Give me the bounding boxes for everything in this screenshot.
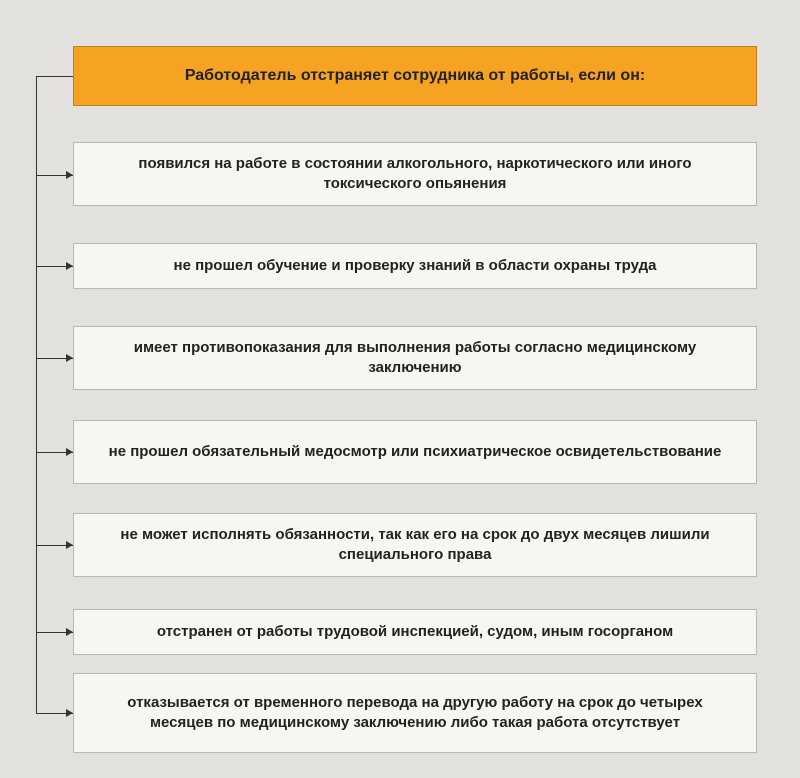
item-text: имеет противопоказания для выполнения ра…: [98, 338, 732, 379]
item-box: отказывается от временного перевода на д…: [73, 673, 757, 753]
arrow-icon: [66, 262, 73, 270]
arrow-icon: [66, 541, 73, 549]
item-box: не прошел обязательный медосмотр или пси…: [73, 420, 757, 484]
arrow-icon: [66, 709, 73, 717]
header-text: Работодатель отстраняет сотрудника от ра…: [185, 65, 645, 87]
item-box: отстранен от работы трудовой инспекцией,…: [73, 609, 757, 655]
item-text: отстранен от работы трудовой инспекцией,…: [157, 622, 673, 642]
diagram-canvas: Работодатель отстраняет сотрудника от ра…: [0, 0, 800, 778]
item-text: не прошел обязательный медосмотр или пси…: [109, 442, 722, 462]
item-box: имеет противопоказания для выполнения ра…: [73, 326, 757, 390]
item-text: не прошел обучение и проверку знаний в о…: [174, 256, 657, 276]
connector-branch: [36, 76, 73, 77]
item-text: появился на работе в состоянии алкогольн…: [98, 154, 732, 195]
item-box: не может исполнять обязанности, так как …: [73, 513, 757, 577]
item-text: не может исполнять обязанности, так как …: [98, 525, 732, 566]
item-box: не прошел обучение и проверку знаний в о…: [73, 243, 757, 289]
item-text: отказывается от временного перевода на д…: [98, 693, 732, 734]
arrow-icon: [66, 354, 73, 362]
arrow-icon: [66, 628, 73, 636]
arrow-icon: [66, 448, 73, 456]
arrow-icon: [66, 171, 73, 179]
connector-spine: [36, 76, 37, 713]
header-box: Работодатель отстраняет сотрудника от ра…: [73, 46, 757, 106]
item-box: появился на работе в состоянии алкогольн…: [73, 142, 757, 206]
